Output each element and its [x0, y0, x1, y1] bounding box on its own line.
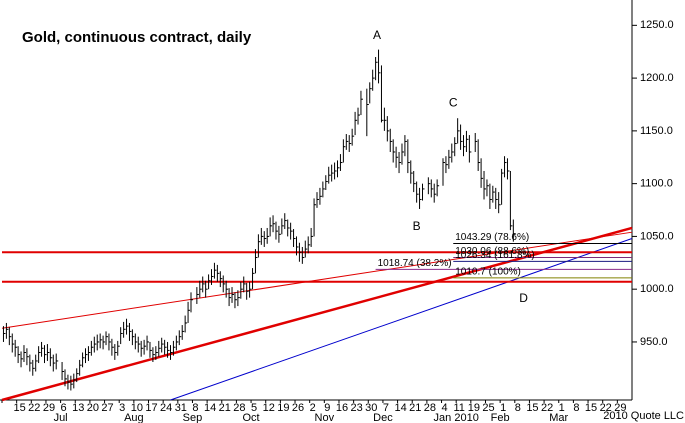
- y-tick-label: 950.0: [640, 336, 668, 348]
- level-label: 1018.74 (38.2%): [378, 258, 452, 269]
- y-tick-label: 1100.0: [640, 178, 673, 190]
- annotation: D: [519, 291, 528, 305]
- month-label: Dec: [373, 412, 393, 423]
- y-tick-label: 1000.0: [640, 283, 674, 295]
- x-tick-label: 22: [28, 402, 40, 414]
- x-tick-label: 14: [394, 402, 406, 414]
- x-tick-label: 1: [559, 402, 565, 414]
- annotation: A: [373, 28, 381, 42]
- month-label: Mar: [549, 412, 568, 423]
- month-label: Nov: [315, 412, 335, 423]
- x-tick-label: 27: [101, 402, 113, 414]
- x-tick-label: 29: [43, 402, 55, 414]
- annotation: B: [413, 219, 421, 233]
- x-tick-label: 24: [160, 402, 172, 414]
- x-tick-label: 11: [453, 402, 464, 414]
- chart-title: Gold, continuous contract, daily: [22, 29, 252, 46]
- x-tick-label: 30: [365, 402, 377, 414]
- x-tick-label: 22: [600, 402, 612, 414]
- x-tick-label: 25: [482, 402, 494, 414]
- month-label: Jul: [54, 412, 68, 423]
- level-label: 1043.29 (78.6%): [455, 232, 529, 243]
- x-tick-label: 4: [441, 402, 447, 414]
- x-tick-label: 16: [336, 402, 348, 414]
- x-tick-label: 1: [500, 402, 506, 414]
- x-tick-label: 19: [277, 402, 289, 414]
- x-tick-label: 13: [72, 402, 84, 414]
- trend-line: [1, 226, 633, 402]
- x-tick-label: 29: [614, 402, 626, 414]
- x-tick-label: 7: [383, 402, 389, 414]
- level-label: 1030.06 (88.6%): [455, 246, 529, 257]
- x-tick-label: 9: [324, 402, 330, 414]
- month-label: Jan 2010: [434, 412, 479, 423]
- level-label: 1026.34 (161.8%): [455, 250, 535, 261]
- x-tick-label: 21: [219, 402, 231, 414]
- x-tick-label: 15: [526, 402, 538, 414]
- footer: 2010 Quote LLC: [603, 410, 684, 422]
- x-tick-label: 6: [61, 402, 67, 414]
- x-tick-label: 28: [233, 402, 245, 414]
- x-tick-label: 8: [192, 402, 198, 414]
- x-tick-label: 15: [14, 402, 26, 414]
- x-tick-label: 8: [573, 402, 579, 414]
- y-tick-label: 1150.0: [640, 125, 673, 137]
- y-tick-label: 1250.0: [640, 19, 674, 31]
- x-tick-label: 22: [541, 402, 553, 414]
- x-tick-label: 5: [251, 402, 257, 414]
- month-label: Sep: [183, 412, 203, 423]
- month-label: Oct: [243, 412, 260, 423]
- trend-line: [1, 231, 633, 329]
- x-tick-label: 28: [424, 402, 436, 414]
- x-tick-label: 14: [204, 402, 216, 414]
- month-label: Aug: [124, 412, 144, 423]
- y-tick-label: 1050.0: [640, 230, 674, 242]
- x-tick-label: 17: [145, 402, 157, 414]
- x-tick-label: 20: [87, 402, 99, 414]
- x-tick-label: 15: [585, 402, 597, 414]
- level-label: 1010.7 (100%): [455, 267, 521, 278]
- x-tick-label: 26: [292, 402, 304, 414]
- y-tick-label: 1200.0: [640, 72, 674, 84]
- month-label: Feb: [491, 412, 510, 423]
- x-tick-label: 21: [409, 402, 421, 414]
- x-tick-label: 10: [131, 402, 143, 414]
- x-tick-label: 2: [310, 402, 316, 414]
- x-tick-label: 8: [515, 402, 521, 414]
- x-tick-label: 23: [351, 402, 363, 414]
- x-tick-label: 31: [175, 402, 187, 414]
- trend-line: [170, 238, 633, 401]
- x-tick-label: 12: [263, 402, 275, 414]
- x-tick-label: 3: [119, 402, 125, 414]
- annotation: C: [449, 96, 458, 110]
- x-tick-label: 19: [468, 402, 480, 414]
